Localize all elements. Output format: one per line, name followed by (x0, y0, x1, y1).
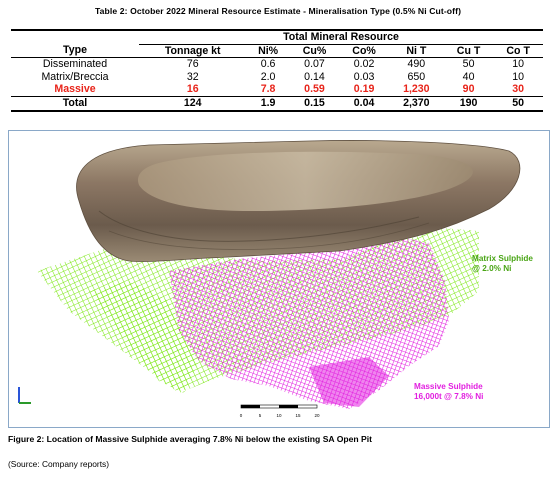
mineral-resource-table: Total Mineral Resource Type Tonnage kt N… (11, 28, 543, 112)
axis-indicator-icon (18, 387, 31, 404)
cell-co-pct: 0.19 (353, 83, 375, 96)
cell-cu-pct: 0.07 (304, 58, 325, 71)
cell-cu-t: 50 (462, 58, 475, 71)
col-header-ni-t: Ni T (388, 44, 444, 59)
cell-ni-t: 490 (407, 58, 426, 71)
table-row-massive: Massive 16 7.8 0.59 0.19 1,230 90 30 (11, 83, 543, 96)
cell-ni-t: 2,370 (388, 95, 444, 112)
massive-sulphide-label: Massive Sulphide 16,000t @ 7.8% Ni (414, 382, 483, 402)
cell-co-pct: 0.04 (339, 95, 389, 112)
matrix-label-line1: Matrix Sulphide (472, 254, 533, 263)
cell-ni-pct: 2.0 (260, 70, 276, 83)
table-header-row: Type Tonnage kt Ni% Cu% Co% Ni T Cu T Co… (11, 44, 543, 59)
matrix-label-line2: @ 2.0% Ni (472, 264, 512, 273)
scale-tick: 15 (295, 413, 301, 418)
cell-co-t: 10 (512, 58, 525, 71)
cell-cu-pct: 0.15 (289, 95, 340, 112)
scale-bar: 0 5 10 15 20 (240, 404, 320, 418)
cell-tonnage: 76 (186, 58, 199, 71)
cell-cu-t: 190 (443, 95, 494, 112)
col-header-co-t: Co T (493, 44, 543, 59)
cell-co-t: 30 (512, 83, 525, 96)
scale-tick: 5 (259, 413, 262, 418)
cell-tonnage: 124 (139, 95, 247, 112)
cell-type: Matrix/Breccia (41, 70, 109, 83)
table-group-header-row: Total Mineral Resource (11, 28, 543, 45)
col-header-type: Type (11, 44, 139, 59)
cell-cu-t: 40 (462, 70, 475, 83)
col-header-ni-pct: Ni% (246, 44, 290, 59)
cell-cu-pct: 0.14 (304, 70, 325, 83)
col-header-cu-pct: Cu% (289, 44, 340, 59)
scale-tick: 20 (314, 413, 320, 418)
massive-label-line1: Massive Sulphide (414, 382, 483, 391)
group-header: Total Mineral Resource (139, 28, 543, 45)
group-spacer (11, 28, 139, 45)
cell-tonnage: 32 (186, 70, 199, 83)
cell-ni-t: 1,230 (403, 83, 430, 96)
model-render: 0 5 10 15 20 (18, 140, 521, 418)
cell-tonnage: 16 (186, 83, 199, 96)
cell-type: Total (11, 95, 139, 112)
cell-co-pct: 0.02 (353, 58, 375, 71)
massive-sulphide-mesh (169, 235, 449, 409)
scale-tick: 0 (240, 413, 243, 418)
source-note: (Source: Company reports) (8, 459, 110, 469)
col-header-cu-t: Cu T (443, 44, 494, 59)
massive-label-line2: 16,000t @ 7.8% Ni (414, 392, 484, 401)
cell-ni-pct: 1.9 (246, 95, 290, 112)
cell-type: Massive (54, 83, 96, 96)
cell-co-t: 10 (512, 70, 525, 83)
table-title: Table 2: October 2022 Mineral Resource E… (94, 6, 462, 16)
scale-tick: 10 (276, 413, 282, 418)
table-row: Disseminated 76 0.6 0.07 0.02 490 50 10 (11, 58, 543, 71)
cell-ni-t: 650 (407, 70, 426, 83)
cell-ni-pct: 7.8 (260, 83, 276, 96)
col-header-co-pct: Co% (339, 44, 389, 59)
figure-open-pit-model: 0 5 10 15 20 (8, 130, 550, 428)
cell-ni-pct: 0.6 (260, 58, 276, 71)
matrix-sulphide-label: Matrix Sulphide @ 2.0% Ni (472, 254, 533, 274)
cell-type: Disseminated (42, 58, 108, 71)
col-header-tonnage: Tonnage kt (139, 44, 247, 59)
table-row-total: Total 124 1.9 0.15 0.04 2,370 190 50 (11, 95, 543, 112)
open-pit-surface (76, 140, 521, 262)
table-row: Matrix/Breccia 32 2.0 0.14 0.03 650 40 1… (11, 71, 543, 84)
figure-caption: Figure 2: Location of Massive Sulphide a… (8, 434, 373, 444)
cell-cu-t: 90 (462, 83, 475, 96)
cell-co-pct: 0.03 (353, 70, 375, 83)
cell-co-t: 50 (493, 95, 543, 112)
cell-cu-pct: 0.59 (304, 83, 325, 96)
